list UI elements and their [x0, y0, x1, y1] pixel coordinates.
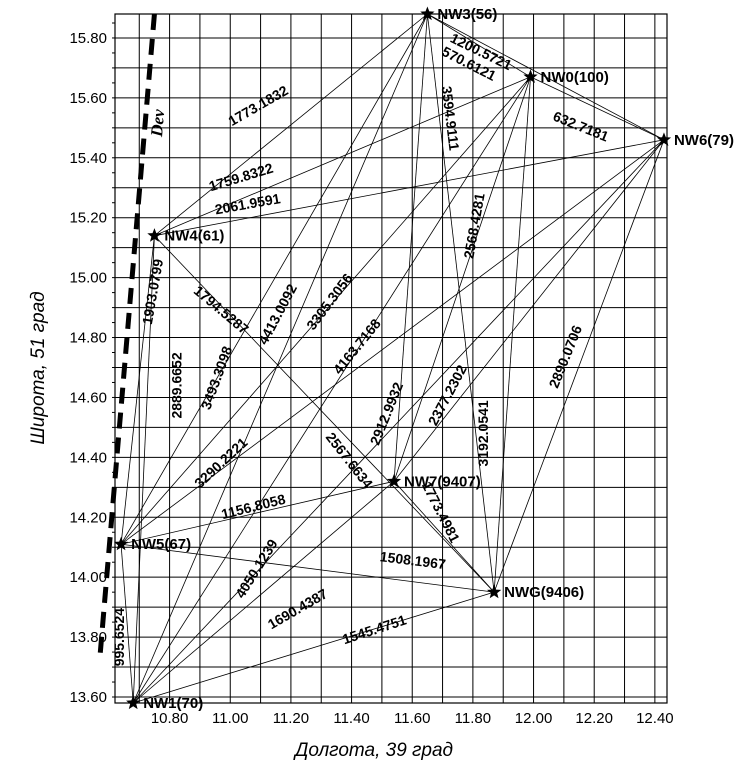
edge-nw4-nw5	[120, 235, 155, 545]
x-tick-label: 12.20	[575, 710, 613, 727]
y-tick-label: 15.00	[69, 270, 107, 287]
edge-nw3-nw4	[154, 13, 428, 236]
edge-nw0-nw7	[393, 76, 531, 482]
edge-distance-label: 2568.4281	[460, 192, 487, 260]
y-tick-label: 15.20	[69, 210, 107, 227]
edge-distance-label: 3192.0541	[475, 400, 491, 466]
node-nw5-label: NW5(67)	[131, 536, 191, 553]
edge-distance-label: 1903.0799	[139, 258, 166, 326]
edge-nw3-nwg	[426, 13, 495, 593]
edge-nw6-nw7	[393, 139, 665, 482]
node-nw4-marker	[147, 228, 162, 242]
node-nw3-marker	[420, 6, 435, 21]
edge-nw5-nw1	[120, 544, 134, 704]
edge-nw6-nw5	[120, 139, 665, 545]
x-tick-label: 10.80	[151, 710, 189, 727]
node-nwg-marker	[486, 584, 502, 599]
edge-distance-label: 632.7181	[551, 108, 611, 145]
y-tick-label: 15.60	[69, 90, 107, 107]
y-tick-label: 14.20	[69, 509, 107, 526]
edge-lines	[120, 13, 665, 704]
y-tick-label: 13.80	[69, 629, 107, 646]
nodes: NW3(56) NW0(100) NW6(79) NW4(61) NW7(9407) NW…	[113, 6, 734, 712]
node-nw7-marker	[386, 473, 402, 488]
tick-labels: 10.80 11.00 11.20 11.40 11.60 11.80 12.00 12.20…	[69, 30, 673, 727]
x-tick-label: 11.60	[394, 710, 430, 727]
edge-nw3-nw6	[427, 13, 665, 141]
edge-distance-label: 1690.4387	[265, 585, 330, 632]
y-tick-label: 14.40	[69, 449, 107, 466]
edge-distance-label: 1508.1967	[379, 548, 447, 572]
edge-distance-label: 2377.2302	[425, 362, 470, 428]
edge-nw0-nw4	[154, 76, 531, 237]
node-nw0-label: NW0(100)	[541, 69, 609, 86]
x-tick-label: 12.40	[636, 710, 674, 727]
x-tick-label: 11.00	[212, 710, 248, 727]
x-tick-label: 11.20	[273, 710, 309, 727]
edge-nw7-nwg	[393, 481, 495, 593]
node-nw4-label: NW4(61)	[164, 228, 224, 245]
node-nw3-label: NW3(56)	[437, 6, 497, 23]
x-axis-title: Долгота, 39 град	[293, 740, 453, 761]
edge-nw6-nwg	[493, 139, 665, 593]
y-tick-label: 15.80	[69, 30, 107, 47]
dev-dashed-line	[97, 13, 157, 659]
edge-nw1-nw7	[132, 481, 395, 704]
edge-distance-label: 2890.0706	[545, 323, 585, 391]
edge-nw5-nw7	[120, 480, 395, 545]
y-tick-label: 14.60	[69, 389, 107, 406]
edge-nw6-nw4	[154, 139, 665, 237]
edge-nw0-nw6	[530, 76, 665, 141]
edge-nw3-nw1	[132, 13, 428, 704]
y-tick-label: 13.60	[69, 689, 107, 706]
edge-distance-label: 2889.6652	[169, 352, 185, 418]
x-tick-label: 11.80	[455, 710, 491, 727]
edge-distance-label: 1545.4751	[340, 611, 408, 647]
x-tick-label: 12.00	[515, 710, 553, 727]
edge-nw0-nw1	[132, 76, 531, 704]
edge-distance-label: 2912.9932	[367, 380, 407, 448]
node-nw1-marker	[126, 695, 141, 710]
node-nw1-label: NW1(70)	[143, 695, 203, 712]
edge-nw3-nw0	[427, 13, 531, 78]
y-tick-label: 15.40	[69, 150, 107, 167]
dev-label: Dev	[147, 108, 168, 138]
node-nwg-label: NWG(9406)	[504, 584, 584, 601]
dashed-boundary: Dev	[97, 13, 168, 659]
edge-nw4-nw1	[132, 235, 155, 704]
edge-labels: 1200.5721570.6121632.71813594.91111773.1…	[111, 30, 611, 667]
edge-nw6-nw1	[132, 139, 665, 704]
node-nw0-marker	[523, 69, 538, 83]
x-tick-label: 11.40	[333, 710, 369, 727]
node-nw6-label: NW6(79)	[674, 132, 734, 149]
edge-distance-label: 995.6524	[111, 608, 127, 667]
y-axis-title: Широта, 51 град	[28, 291, 49, 444]
edge-nw3-nw7	[393, 13, 428, 482]
edge-distance-label: 4050.1239	[232, 536, 281, 601]
edge-distance-label: 1773.1832	[225, 82, 290, 129]
edge-nw0-nwg	[493, 76, 531, 593]
node-nw5-marker	[113, 536, 129, 551]
edge-distance-label: 3493.3098	[198, 344, 236, 412]
edge-nw1-nwg	[133, 591, 495, 704]
edge-nw4-nwg	[154, 235, 495, 593]
node-nw6-marker	[656, 132, 672, 146]
edge-nw3-nw5	[120, 13, 428, 545]
node-nw7-label: NW7(9407)	[404, 473, 481, 490]
edge-nw5-nwg	[121, 543, 495, 593]
edge-distance-label: 3594.9111	[439, 85, 463, 151]
grid	[112, 13, 668, 704]
y-tick-label: 14.00	[69, 569, 107, 586]
y-tick-label: 14.80	[69, 330, 107, 347]
plot-frame	[114, 13, 668, 704]
edge-nw0-nw5	[120, 76, 531, 545]
edge-distance-label: 3305.3056	[303, 270, 356, 333]
